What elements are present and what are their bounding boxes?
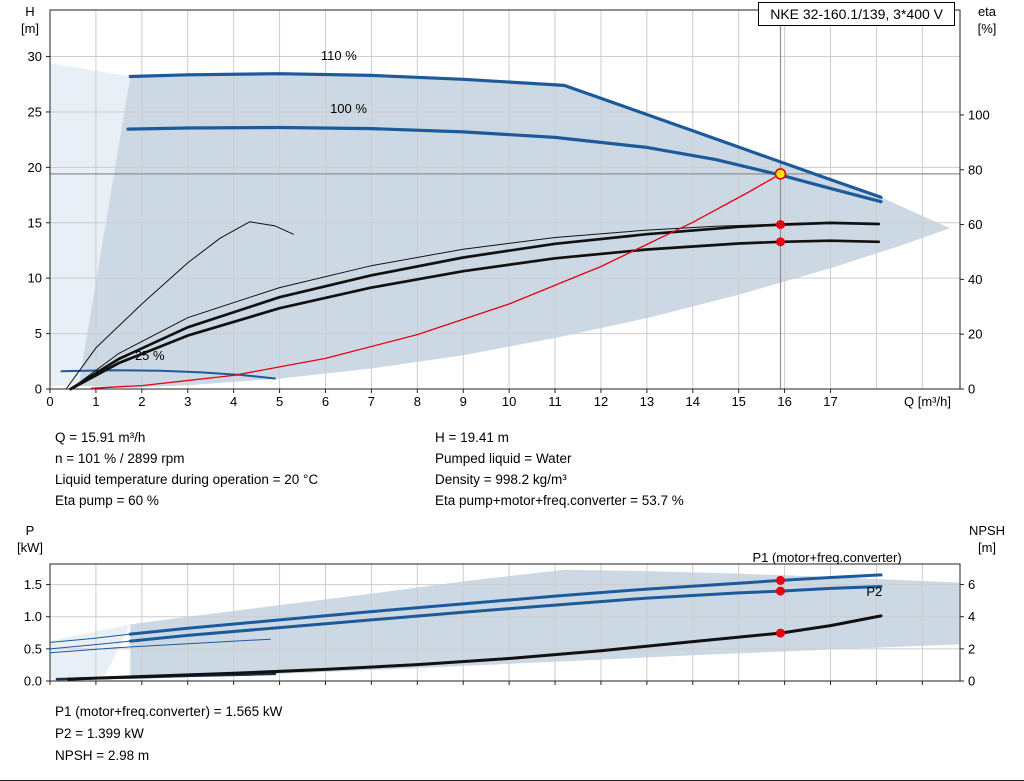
svg-text:5: 5 — [35, 326, 42, 341]
svg-text:110 %: 110 % — [321, 48, 357, 63]
svg-text:10: 10 — [28, 271, 42, 286]
hq-chart-wrap: 0 1 2 3 4 5 6 7 8 9 10 11 12 13 14 15 16 17 0 5 10 15 20 25 30 0 2… — [0, 0, 1024, 420]
info-line-h: H = 19.41 m — [435, 430, 509, 445]
info-line-speed: n = 101 % / 2899 rpm — [55, 451, 185, 466]
svg-text:3: 3 — [184, 394, 191, 409]
svg-text:Q [m³/h]: Q [m³/h] — [904, 394, 951, 409]
svg-text:10: 10 — [502, 394, 516, 409]
power-npsh-chart[interactable]: 0.0 0.5 1.0 1.5 0 2 4 6 P [kW] NPSH [m] P1 (motor+fr… — [0, 519, 1024, 689]
pump-title-text: NKE 32-160.1/139, 3*400 V — [770, 6, 943, 22]
info-line-eta-total: Eta pump+motor+freq.converter = 53.7 % — [435, 493, 684, 508]
info-line-npsh: NPSH = 2.98 m — [55, 748, 150, 763]
info-line-eta-pump: Eta pump = 60 % — [55, 493, 159, 508]
svg-text:15: 15 — [28, 215, 42, 230]
series-p2-thin-ext — [49, 640, 131, 650]
info-line-liquid: Pumped liquid = Water — [435, 451, 572, 466]
region-operating-envelope — [78, 73, 950, 388]
svg-text:0: 0 — [968, 674, 975, 689]
svg-text:0: 0 — [35, 382, 42, 397]
duty-info-left: Q = 15.91 m³/h n = 101 % / 2899 rpm Liqu… — [55, 427, 435, 511]
series-p-mid-thin — [49, 638, 271, 654]
series-curve-110pct — [128, 72, 883, 199]
svg-text:14: 14 — [686, 394, 700, 409]
series-eta-pump — [69, 221, 881, 391]
chart-canvas: 0 1 2 3 4 5 6 7 8 9 10 11 12 13 14 15 16 1705101520253002… — [21, 4, 997, 409]
svg-text:H: H — [25, 4, 34, 19]
svg-text:P: P — [26, 523, 35, 538]
info-line-p2: P2 = 1.399 kW — [55, 726, 144, 741]
svg-text:4: 4 — [230, 394, 237, 409]
svg-text:[%]: [%] — [978, 21, 997, 36]
svg-text:11: 11 — [548, 394, 562, 409]
series-npsh-curve — [66, 614, 883, 681]
svg-text:60: 60 — [968, 217, 982, 232]
duty-point — [774, 168, 787, 180]
svg-text:5: 5 — [276, 394, 283, 409]
series-curve-100pct — [126, 125, 883, 204]
svg-text:20: 20 — [28, 160, 42, 175]
svg-text:20: 20 — [968, 327, 982, 342]
svg-text:40: 40 — [968, 272, 982, 287]
svg-text:15: 15 — [731, 394, 745, 409]
svg-text:[m]: [m] — [21, 21, 39, 36]
svg-text:13: 13 — [640, 394, 654, 409]
p1-point — [775, 575, 785, 585]
svg-text:8: 8 — [414, 394, 421, 409]
svg-text:P1 (motor+freq.converter): P1 (motor+freq.converter) — [752, 550, 901, 565]
eta-total-point — [775, 237, 785, 247]
region-power-envelope — [130, 569, 960, 680]
svg-text:25 %: 25 % — [135, 348, 165, 363]
pump-title-box: NKE 32-160.1/139, 3*400 V — [758, 2, 955, 26]
svg-text:[m]: [m] — [978, 540, 996, 555]
region-allowed-area-pale — [50, 63, 131, 386]
svg-text:NPSH: NPSH — [969, 523, 1005, 538]
svg-text:12: 12 — [594, 394, 608, 409]
svg-text:9: 9 — [460, 394, 467, 409]
series-p1-thin-ext — [49, 633, 131, 643]
duty-info-right: H = 19.41 m Pumped liquid = Water Densit… — [435, 427, 684, 511]
p2-point — [775, 586, 785, 596]
hq-eta-chart[interactable]: 0 1 2 3 4 5 6 7 8 9 10 11 12 13 14 15 16 17 0 5 10 15 20 25 30 0 2… — [0, 0, 1024, 420]
svg-text:4: 4 — [968, 609, 975, 624]
eta-pump-point — [775, 220, 785, 230]
series-system-curve — [90, 173, 782, 389]
svg-text:0.5: 0.5 — [24, 641, 42, 656]
svg-text:1.0: 1.0 — [24, 609, 42, 624]
series-eta-pump-motor-freq — [69, 239, 881, 391]
svg-text:25: 25 — [28, 104, 42, 119]
svg-text:0: 0 — [46, 394, 53, 409]
svg-text:2: 2 — [968, 641, 975, 656]
series-p2-curve — [128, 585, 883, 643]
svg-text:1: 1 — [92, 394, 99, 409]
svg-text:eta: eta — [978, 4, 997, 19]
region-allowed-area-pale — [50, 624, 131, 680]
svg-text:6: 6 — [968, 577, 975, 592]
info-line-p1: P1 (motor+freq.converter) = 1.565 kW — [55, 704, 283, 719]
info-line-q: Q = 15.91 m³/h — [55, 430, 146, 445]
svg-text:0.0: 0.0 — [24, 674, 42, 689]
svg-text:1.5: 1.5 — [24, 577, 42, 592]
svg-text:6: 6 — [322, 394, 329, 409]
svg-text:0: 0 — [968, 382, 975, 397]
svg-text:[kW]: [kW] — [17, 540, 43, 555]
power-info: P1 (motor+freq.converter) = 1.565 kW P2 … — [0, 689, 1024, 779]
svg-text:17: 17 — [823, 394, 837, 409]
svg-text:2: 2 — [138, 394, 145, 409]
info-line-density: Density = 998.2 kg/m³ — [435, 472, 567, 487]
series-p1-curve — [128, 573, 883, 636]
series-eta-thin-peak — [65, 221, 294, 390]
svg-text:16: 16 — [777, 394, 791, 409]
svg-text:100 %: 100 % — [330, 101, 367, 116]
svg-text:80: 80 — [968, 162, 982, 177]
svg-text:100: 100 — [968, 107, 990, 122]
duty-point-info: Q = 15.91 m³/h n = 101 % / 2899 rpm Liqu… — [0, 420, 1024, 519]
svg-text:30: 30 — [28, 49, 42, 64]
svg-text:7: 7 — [368, 394, 375, 409]
svg-text:P2: P2 — [866, 584, 882, 599]
info-line-temperature: Liquid temperature during operation = 20… — [55, 472, 319, 487]
chart-canvas: 0.0 0.5 1.0 1.5 0 2 4 6 P [kW] NPSH [m] P1 (motor+fr… — [17, 523, 1005, 689]
npsh-point — [775, 628, 785, 638]
